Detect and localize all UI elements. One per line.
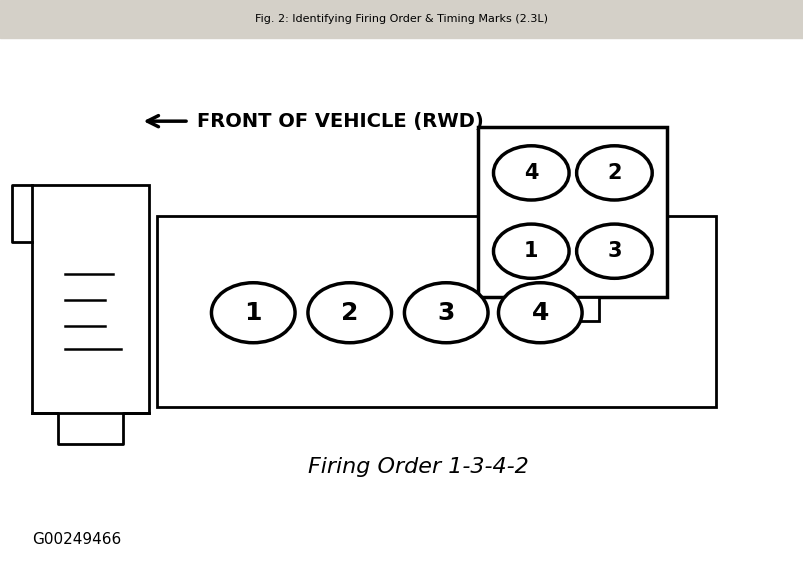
Bar bbox=[0, 0, 803, 38]
Bar bbox=[478, 127, 666, 297]
Circle shape bbox=[211, 283, 295, 343]
Circle shape bbox=[576, 146, 651, 200]
Text: G00249466: G00249466 bbox=[32, 532, 121, 547]
Bar bbox=[32, 185, 149, 413]
Text: 2: 2 bbox=[606, 163, 621, 183]
Circle shape bbox=[493, 224, 569, 278]
Circle shape bbox=[576, 224, 651, 278]
Bar bbox=[542, 297, 598, 321]
Text: 3: 3 bbox=[606, 241, 621, 261]
Text: FRONT OF VEHICLE (RWD): FRONT OF VEHICLE (RWD) bbox=[197, 112, 483, 130]
Text: 1: 1 bbox=[244, 301, 262, 325]
Text: 1: 1 bbox=[524, 241, 538, 261]
Text: Firing Order 1-3-4-2: Firing Order 1-3-4-2 bbox=[308, 458, 528, 477]
Text: Fig. 2: Identifying Firing Order & Timing Marks (2.3L): Fig. 2: Identifying Firing Order & Timin… bbox=[255, 14, 548, 24]
Circle shape bbox=[404, 283, 487, 343]
Text: 3: 3 bbox=[437, 301, 454, 325]
Bar bbox=[157, 216, 715, 407]
Text: 4: 4 bbox=[524, 163, 538, 183]
Text: 4: 4 bbox=[531, 301, 548, 325]
Circle shape bbox=[308, 283, 391, 343]
Circle shape bbox=[498, 283, 581, 343]
Circle shape bbox=[493, 146, 569, 200]
Text: 2: 2 bbox=[340, 301, 358, 325]
